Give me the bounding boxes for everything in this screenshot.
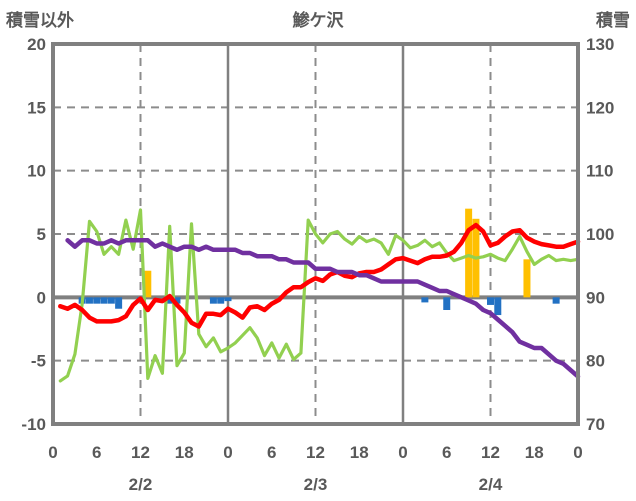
x-axis-date-label: 2/4 bbox=[479, 475, 503, 494]
x-axis-tick-label: 18 bbox=[350, 443, 369, 462]
right-axis-tick-label: 120 bbox=[586, 98, 614, 117]
blue-bars-bar bbox=[443, 297, 451, 310]
x-axis-tick-label: 12 bbox=[306, 443, 325, 462]
blue-bars-bar bbox=[494, 297, 502, 316]
blue-bars-bar bbox=[100, 297, 108, 304]
blue-bars-bar bbox=[166, 297, 174, 304]
x-axis-tick-label: 0 bbox=[573, 443, 582, 462]
right-axis-tick-label: 70 bbox=[586, 415, 605, 434]
red-line bbox=[58, 222, 581, 329]
blue-bars-bar bbox=[552, 297, 560, 304]
orange-bars-bar bbox=[523, 259, 531, 298]
blue-bars-bar bbox=[115, 297, 123, 309]
snow-depth-line bbox=[65, 238, 581, 379]
x-axis-tick-label: 0 bbox=[223, 443, 232, 462]
blue-bars-bar bbox=[107, 297, 115, 304]
right-axis-tick-label: 90 bbox=[586, 288, 605, 307]
orange-bars-bar bbox=[465, 208, 473, 298]
orange-bars-bar bbox=[144, 270, 152, 298]
x-axis-tick-label: 12 bbox=[131, 443, 150, 462]
x-axis-tick-label: 0 bbox=[398, 443, 407, 462]
right-axis-tick-label: 130 bbox=[586, 35, 614, 54]
left-axis-tick-label: 15 bbox=[27, 98, 46, 117]
chart-title: 鯵ケ沢 bbox=[292, 11, 344, 30]
x-axis-tick-label: 6 bbox=[267, 443, 276, 462]
right-axis-tick-label: 110 bbox=[586, 162, 613, 181]
left-axis-tick-label: 5 bbox=[37, 225, 46, 244]
blue-bars-bar bbox=[421, 297, 429, 303]
x-axis-tick-label: 12 bbox=[481, 443, 500, 462]
x-axis-date-label: 2/2 bbox=[129, 475, 153, 494]
right-axis-tick-label: 100 bbox=[586, 225, 614, 244]
left-axis-tick-label: 0 bbox=[37, 288, 46, 307]
x-axis-tick-label: 0 bbox=[48, 443, 57, 462]
left-axis-tick-label: -10 bbox=[21, 415, 46, 434]
x-axis-tick-label: 18 bbox=[175, 443, 194, 462]
blue-bars-bar bbox=[173, 297, 181, 304]
right-axis-tick-label: 80 bbox=[586, 352, 605, 371]
green-line bbox=[58, 208, 580, 383]
blue-bars-bar bbox=[93, 297, 101, 304]
left-axis-title: 積雪以外 bbox=[6, 11, 74, 30]
blue-bars-bar bbox=[85, 297, 93, 304]
right-axis-title: 積雪 bbox=[596, 11, 630, 30]
x-axis-tick-label: 18 bbox=[525, 443, 544, 462]
plot-border bbox=[51, 42, 580, 426]
left-axis-tick-label: 20 bbox=[27, 35, 46, 54]
x-axis-tick-label: 6 bbox=[442, 443, 451, 462]
x-axis-tick-label: 6 bbox=[92, 443, 101, 462]
blue-bars-bar bbox=[217, 297, 225, 304]
left-axis-tick-label: 10 bbox=[27, 162, 46, 181]
x-axis-date-label: 2/3 bbox=[304, 475, 328, 494]
blue-bars-bar bbox=[209, 297, 217, 304]
blue-bars-bar bbox=[224, 297, 232, 302]
left-axis-tick-label: -5 bbox=[31, 352, 46, 371]
blue-bars-bar bbox=[487, 297, 494, 305]
